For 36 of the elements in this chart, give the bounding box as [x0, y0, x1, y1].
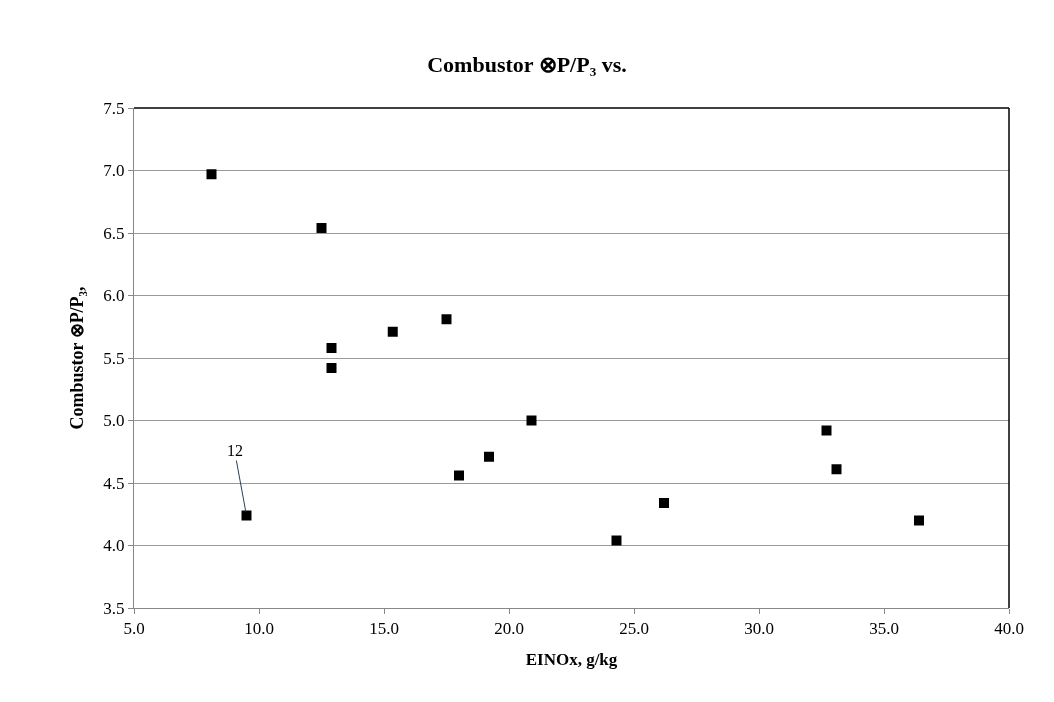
point: [241, 510, 252, 521]
y-tick-label: 7.0: [103, 161, 125, 181]
point: [326, 363, 337, 373]
point: [611, 535, 622, 546]
chart-title: Combustor ⊗P/P₃ vs.: [427, 51, 627, 77]
x-tick-label: 25.0: [619, 619, 649, 639]
y-tick-label: 5.5: [103, 348, 125, 368]
point: [831, 464, 842, 475]
point: [914, 515, 924, 526]
x-tick-label: 20.0: [494, 619, 524, 639]
point: [326, 343, 337, 353]
x-tick-label: 5.0: [123, 619, 145, 639]
y-tick-label: 3.5: [103, 598, 125, 618]
y-tick-label: 5.0: [103, 411, 125, 431]
point: [206, 169, 217, 180]
point: [484, 451, 494, 462]
point: [821, 425, 832, 436]
x-tick-label: 35.0: [869, 619, 899, 639]
point: [659, 498, 669, 508]
point: [526, 415, 537, 426]
point: [454, 470, 464, 481]
x-tick-label: 15.0: [369, 619, 399, 639]
point: [441, 314, 452, 325]
x-tick-label: 40.0: [994, 619, 1024, 639]
x-tick-label: 10.0: [244, 619, 274, 639]
point: [316, 223, 327, 233]
x-axis-title: EINOx, g/kg: [525, 649, 618, 669]
y-tick-label: 4.5: [103, 473, 125, 493]
point: [387, 326, 398, 337]
y-axis-title: Combustor ⊗P/P₃,: [66, 286, 87, 430]
y-tick-label: 6.5: [103, 223, 125, 243]
y-tick-label: 7.5: [103, 98, 125, 118]
annotation: 12: [227, 442, 243, 459]
y-tick-label: 4.0: [103, 536, 125, 556]
y-tick-label: 6.0: [103, 286, 125, 306]
x-tick-label: 30.0: [744, 619, 774, 639]
